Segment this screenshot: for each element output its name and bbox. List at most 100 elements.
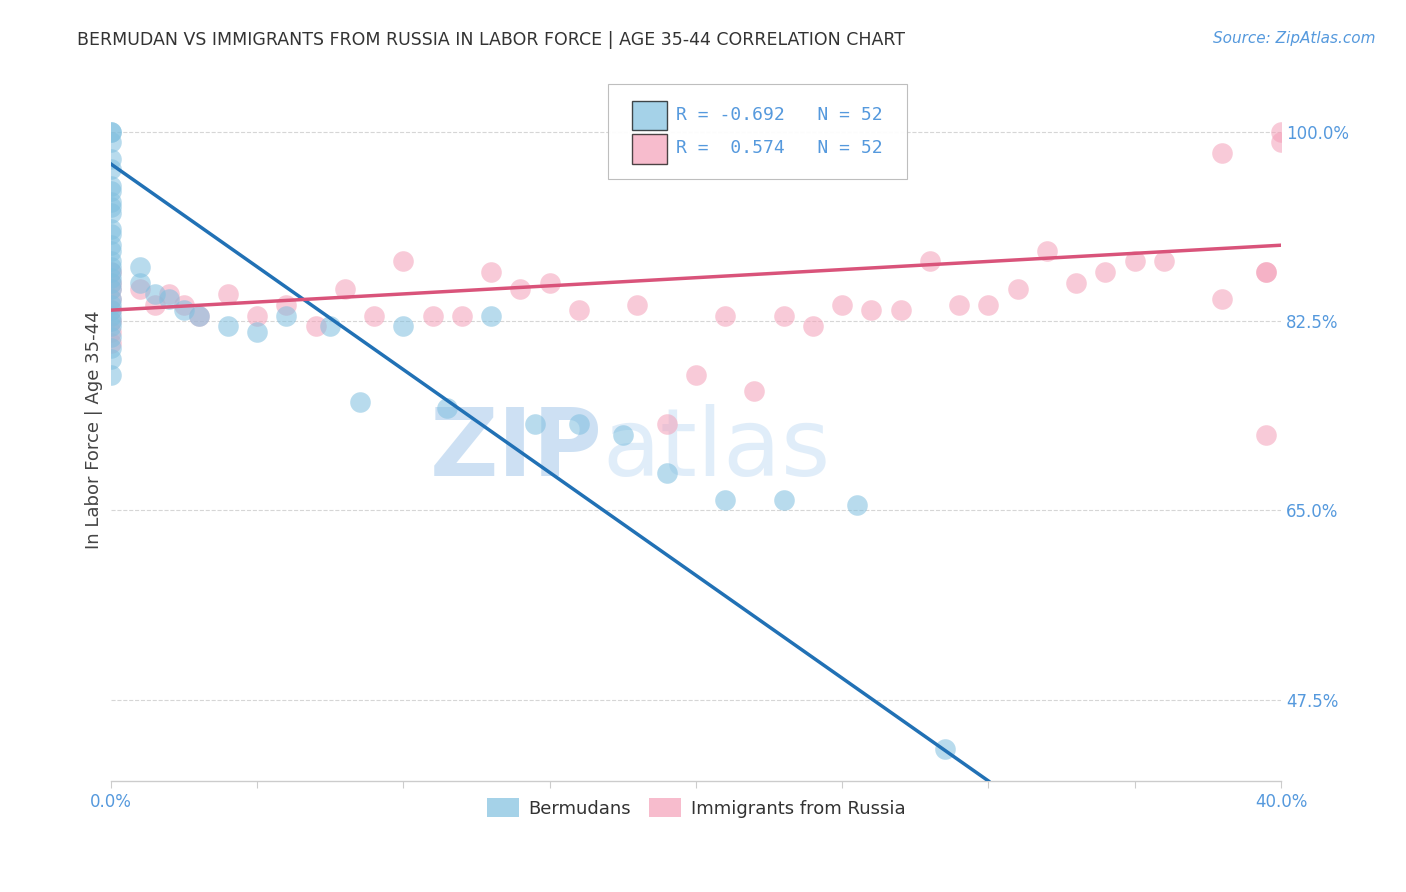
Point: [100, 293, 122, 307]
Point: [655, 466, 678, 480]
Point: [100, 276, 122, 290]
Point: [714, 492, 737, 507]
Point: [948, 298, 970, 312]
Point: [100, 368, 122, 383]
Point: [479, 265, 502, 279]
Point: [831, 298, 853, 312]
Point: [1036, 244, 1059, 258]
Point: [100, 335, 122, 350]
Point: [100, 265, 122, 279]
Point: [100, 136, 122, 150]
Point: [100, 351, 122, 366]
FancyBboxPatch shape: [631, 101, 666, 130]
Point: [305, 319, 328, 334]
Point: [187, 309, 209, 323]
Point: [612, 427, 634, 442]
Point: [100, 194, 122, 209]
Point: [1256, 427, 1278, 442]
Point: [1211, 293, 1233, 307]
Point: [772, 309, 794, 323]
Point: [217, 287, 239, 301]
Point: [100, 152, 122, 166]
Point: [479, 309, 502, 323]
Point: [159, 293, 181, 307]
Point: [100, 205, 122, 219]
Point: [392, 319, 415, 334]
Point: [655, 417, 678, 431]
Point: [1270, 124, 1292, 138]
Point: [801, 319, 824, 334]
Point: [363, 309, 385, 323]
Point: [333, 281, 356, 295]
Point: [100, 281, 122, 295]
Point: [173, 303, 195, 318]
Point: [100, 227, 122, 242]
Point: [524, 417, 547, 431]
Point: [1211, 146, 1233, 161]
Point: [100, 270, 122, 285]
Point: [845, 498, 868, 512]
Point: [685, 368, 707, 383]
Point: [100, 303, 122, 318]
Point: [100, 238, 122, 252]
Point: [246, 325, 269, 339]
Point: [143, 298, 166, 312]
Text: atlas: atlas: [602, 404, 831, 496]
Point: [890, 303, 912, 318]
Point: [100, 276, 122, 290]
Point: [772, 492, 794, 507]
Y-axis label: In Labor Force | Age 35-44: In Labor Force | Age 35-44: [86, 310, 103, 549]
Point: [744, 384, 766, 399]
Point: [100, 200, 122, 214]
Point: [568, 303, 591, 318]
Point: [319, 319, 342, 334]
Point: [100, 124, 122, 138]
Point: [143, 287, 166, 301]
Point: [100, 260, 122, 274]
Point: [538, 276, 561, 290]
Point: [246, 309, 269, 323]
Point: [100, 314, 122, 328]
Point: [349, 395, 371, 409]
Point: [100, 341, 122, 355]
Point: [100, 319, 122, 334]
Text: R = -0.692   N = 52: R = -0.692 N = 52: [676, 106, 883, 124]
Point: [100, 265, 122, 279]
Point: [276, 298, 298, 312]
Point: [173, 298, 195, 312]
Point: [451, 309, 474, 323]
Point: [129, 276, 152, 290]
Point: [568, 417, 591, 431]
FancyBboxPatch shape: [631, 135, 666, 164]
Point: [100, 222, 122, 236]
Point: [422, 309, 444, 323]
FancyBboxPatch shape: [609, 85, 907, 179]
Point: [392, 254, 415, 268]
Point: [1007, 281, 1029, 295]
Point: [100, 178, 122, 193]
Point: [1064, 276, 1087, 290]
Point: [100, 254, 122, 268]
Point: [100, 162, 122, 177]
Point: [977, 298, 1000, 312]
Text: ZIP: ZIP: [429, 404, 602, 496]
Point: [100, 281, 122, 295]
Point: [1256, 265, 1278, 279]
Point: [1256, 265, 1278, 279]
Point: [217, 319, 239, 334]
Point: [100, 184, 122, 198]
Point: [187, 309, 209, 323]
Text: Source: ZipAtlas.com: Source: ZipAtlas.com: [1212, 31, 1375, 46]
Point: [714, 309, 737, 323]
Point: [860, 303, 883, 318]
Point: [129, 281, 152, 295]
Point: [159, 287, 181, 301]
Point: [626, 298, 648, 312]
Point: [100, 330, 122, 344]
Point: [1123, 254, 1146, 268]
Point: [1094, 265, 1116, 279]
Point: [100, 314, 122, 328]
Point: [100, 244, 122, 258]
Point: [100, 303, 122, 318]
Point: [129, 260, 152, 274]
